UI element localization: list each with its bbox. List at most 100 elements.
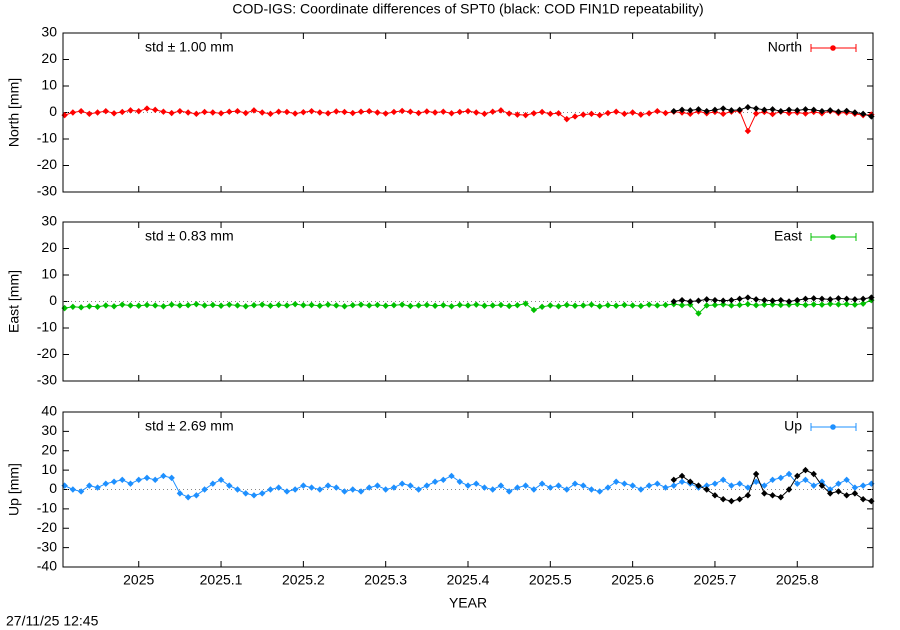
legend-marker: [830, 234, 836, 240]
data-point: [464, 482, 472, 489]
data-point: [761, 490, 768, 497]
legend-label: North: [768, 39, 802, 55]
data-point: [736, 495, 743, 503]
data-point: [481, 110, 488, 118]
data-point: [596, 488, 603, 495]
data-point: [333, 484, 340, 491]
data-point: [127, 302, 134, 309]
data-point: [538, 303, 546, 310]
data-point: [374, 109, 381, 116]
data-point: [497, 301, 505, 309]
data-point: [464, 302, 472, 309]
data-point: [580, 482, 587, 489]
data-point: [547, 302, 554, 309]
y-tick-label: -30: [37, 183, 57, 199]
data-point: [143, 105, 151, 112]
data-point: [703, 482, 710, 489]
data-point: [102, 302, 110, 309]
y-tick-label: 20: [41, 50, 57, 66]
data-point: [719, 301, 727, 308]
chart-title: COD-IGS: Coordinate differences of SPT0 …: [232, 1, 703, 17]
data-point: [324, 482, 332, 489]
legend-marker: [830, 424, 836, 430]
x-tick-label: 2025.1: [200, 572, 243, 588]
data-point: [234, 302, 241, 309]
data-point: [456, 108, 463, 116]
data-point: [374, 482, 381, 489]
data-point: [621, 110, 628, 118]
data-point: [588, 301, 595, 308]
data-point: [654, 107, 661, 115]
data-point: [777, 494, 785, 501]
data-point: [456, 301, 463, 309]
data-point: [168, 109, 175, 117]
y-tick-label: -30: [37, 372, 57, 388]
data-point: [744, 300, 752, 308]
data-point: [390, 484, 398, 491]
data-point: [514, 484, 521, 491]
data-point: [826, 300, 834, 308]
data-point: [184, 302, 192, 309]
data-point: [728, 296, 735, 304]
data-point: [547, 484, 554, 491]
data-point: [563, 486, 570, 493]
data-point: [168, 474, 175, 482]
data-point: [645, 110, 653, 117]
data-point: [802, 301, 809, 309]
data-point: [859, 295, 867, 303]
data-point: [522, 300, 529, 307]
data-point: [316, 302, 324, 309]
data-point: [291, 300, 299, 308]
data-point: [209, 301, 217, 309]
data-point: [308, 107, 315, 115]
data-point: [612, 478, 620, 485]
data-point: [728, 497, 735, 505]
y-tick-label: -40: [37, 558, 57, 574]
data-point: [308, 301, 315, 309]
data-point: [349, 302, 356, 309]
data-point: [571, 113, 579, 120]
data-point: [637, 111, 645, 118]
y-tick-label: 20: [41, 441, 57, 457]
data-point: [473, 109, 480, 116]
data-point: [473, 301, 480, 308]
data-point: [102, 107, 110, 115]
y-tick-label: -10: [37, 500, 57, 516]
legend-label: East: [774, 228, 802, 244]
data-point: [119, 108, 126, 116]
data-point: [366, 302, 373, 309]
data-point: [670, 482, 677, 489]
data-point: [596, 303, 603, 310]
data-point: [769, 106, 776, 113]
data-point: [448, 303, 455, 310]
y-tick-label: -10: [37, 319, 57, 335]
data-point: [357, 108, 365, 115]
data-point: [835, 301, 842, 308]
data-point: [678, 472, 686, 480]
data-point: [843, 476, 850, 484]
data-point: [201, 108, 208, 116]
data-point: [110, 110, 118, 117]
data-point: [357, 488, 365, 495]
data-point: [736, 480, 743, 487]
data-point: [555, 110, 562, 117]
data-point: [357, 301, 365, 308]
data-point: [802, 295, 809, 303]
data-point: [431, 109, 439, 116]
data-point: [859, 300, 867, 307]
legend-marker: [830, 45, 836, 51]
data-point: [407, 482, 414, 489]
data-point: [818, 107, 826, 115]
data-point: [316, 486, 324, 493]
data-point: [752, 470, 760, 478]
data-point: [703, 486, 710, 493]
data-point: [250, 107, 258, 114]
data-point: [835, 488, 842, 495]
data-point: [868, 113, 875, 120]
data-point: [275, 108, 282, 115]
x-tick-label: 2025.3: [364, 572, 407, 588]
data-point: [259, 301, 266, 308]
data-point: [86, 303, 93, 310]
x-tick-label: 2025.6: [611, 572, 654, 588]
data-point: [859, 482, 867, 489]
